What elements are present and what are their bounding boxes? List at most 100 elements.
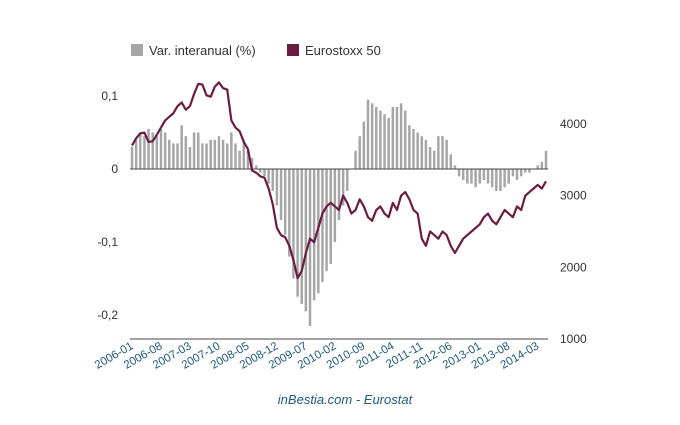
bar: [341, 169, 345, 206]
bar: [441, 136, 444, 169]
bar: [544, 150, 548, 169]
bar: [424, 139, 428, 169]
bar: [470, 169, 473, 184]
left-axis-ticks: 0,1 0 -0,1 -0,2: [97, 89, 118, 322]
bar: [279, 169, 283, 221]
bar: [515, 169, 519, 180]
bar: [197, 132, 200, 169]
left-tick-label: 0: [111, 162, 118, 176]
bar: [217, 136, 221, 169]
bar: [238, 150, 241, 169]
bar: [337, 169, 341, 221]
bar: [205, 143, 208, 169]
bar: [379, 110, 382, 169]
bar: [275, 169, 279, 206]
bar: [495, 169, 498, 191]
bar: [192, 132, 196, 169]
bar: [172, 143, 175, 169]
bar: [134, 139, 138, 169]
bar: [259, 169, 262, 173]
bar: [457, 169, 461, 177]
bar: [428, 147, 432, 169]
bar: [300, 169, 303, 305]
bar: [163, 132, 167, 169]
bar: [362, 121, 366, 169]
bar: [329, 169, 332, 264]
bar: [201, 143, 204, 169]
bar: [354, 150, 357, 169]
bar: [416, 132, 419, 169]
bar: [283, 169, 287, 235]
bar: [139, 132, 142, 169]
bar: [246, 150, 250, 169]
legend-label-bar: Var. interanual (%): [149, 43, 256, 58]
right-tick-label: 2000: [560, 260, 587, 274]
right-tick-label: 3000: [560, 189, 587, 203]
legend-label-line: Eurostoxx 50: [305, 43, 381, 58]
bar: [271, 169, 274, 191]
bar: [325, 169, 328, 272]
bar: [130, 147, 134, 169]
bar: [225, 143, 229, 169]
bar: [387, 117, 390, 169]
bar: [213, 139, 217, 169]
bar: [180, 125, 183, 169]
bar: [395, 106, 399, 169]
bar: [288, 169, 291, 257]
bar: [296, 169, 299, 297]
bar: [486, 169, 490, 184]
bar: [519, 169, 523, 177]
bar: [168, 139, 171, 169]
bar: [250, 158, 254, 169]
left-tick-label: -0,1: [97, 235, 118, 249]
bar: [176, 143, 179, 169]
bar: [366, 99, 370, 169]
line-series: [131, 81, 547, 280]
bar: [420, 136, 424, 169]
bar: [499, 169, 502, 191]
bar: [445, 139, 448, 169]
bar: [474, 169, 477, 188]
bar: [461, 169, 465, 180]
bar: [151, 132, 154, 169]
bar: [449, 154, 453, 169]
bar: [242, 139, 246, 169]
bar: [234, 143, 237, 169]
right-tick-label: 1000: [560, 332, 587, 346]
bar: [321, 169, 324, 283]
bar: [482, 169, 486, 180]
bar: [159, 128, 163, 169]
bar: [511, 169, 515, 177]
bar: [308, 169, 312, 326]
bar: [453, 165, 457, 169]
right-tick-label: 4000: [560, 117, 587, 131]
legend-swatch-bar: [131, 44, 143, 56]
bar: [507, 169, 510, 184]
bar: [147, 128, 150, 169]
right-axis-ticks: 4000 3000 2000 1000: [560, 117, 587, 346]
bar: [399, 103, 403, 169]
bar: [230, 132, 233, 169]
bar: [312, 169, 316, 301]
bar: [490, 169, 494, 188]
bar: [209, 139, 212, 169]
bar: [432, 150, 436, 169]
bar: [358, 136, 361, 169]
left-tick-label: -0,2: [97, 308, 118, 322]
bar: [466, 169, 469, 184]
bar: [155, 136, 159, 169]
bar: [408, 125, 411, 169]
bar: [375, 106, 378, 169]
legend-swatch-line: [287, 44, 299, 56]
bar: [412, 128, 415, 169]
bar: [143, 136, 146, 169]
bar: [263, 169, 266, 177]
bar: [221, 139, 225, 169]
bar: [304, 169, 308, 312]
bar: [404, 110, 407, 169]
bar: [346, 169, 349, 191]
bar: [383, 114, 386, 169]
bar: [524, 169, 527, 173]
